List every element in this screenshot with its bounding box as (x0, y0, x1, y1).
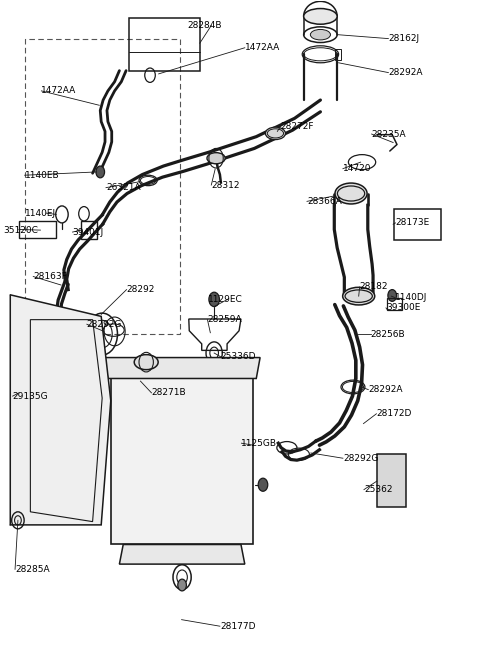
Circle shape (388, 290, 396, 301)
Text: 28292G: 28292G (87, 320, 122, 329)
Bar (19, 221, 56, 238)
Text: 28292G: 28292G (343, 454, 378, 462)
Circle shape (96, 166, 105, 178)
Text: 28172D: 28172D (376, 409, 412, 419)
Text: 29135G: 29135G (12, 392, 48, 401)
Text: 28182: 28182 (360, 282, 388, 291)
Text: 1140DJ: 1140DJ (395, 293, 427, 302)
Text: 28162J: 28162J (388, 34, 420, 43)
Text: 28256B: 28256B (371, 329, 405, 339)
Bar (129, 18, 200, 71)
Text: 28173E: 28173E (396, 218, 430, 227)
Polygon shape (10, 295, 111, 525)
Bar (111, 379, 253, 544)
Bar (81, 221, 97, 239)
Text: 14720: 14720 (343, 164, 372, 173)
Text: 39300E: 39300E (386, 303, 420, 312)
Text: 1140EB: 1140EB (24, 171, 59, 179)
Text: 39401J: 39401J (72, 227, 104, 236)
Text: 26321A: 26321A (106, 183, 141, 192)
Text: 28271B: 28271B (152, 388, 186, 398)
Text: 28235A: 28235A (372, 130, 406, 138)
Text: 28292: 28292 (127, 285, 155, 294)
Ellipse shape (343, 288, 375, 305)
Text: 28177D: 28177D (220, 622, 255, 631)
Text: 1140EJ: 1140EJ (24, 209, 56, 217)
Ellipse shape (207, 153, 225, 164)
Text: 28284B: 28284B (187, 21, 222, 30)
Circle shape (178, 579, 186, 591)
Text: 25336D: 25336D (221, 352, 256, 362)
Ellipse shape (265, 127, 286, 140)
Bar (335, 49, 341, 60)
Text: 28272F: 28272F (281, 122, 314, 131)
Text: 1472AA: 1472AA (245, 43, 280, 52)
Bar (24, 39, 180, 334)
Text: 28259A: 28259A (207, 315, 242, 324)
Ellipse shape (304, 9, 337, 24)
Polygon shape (104, 358, 260, 379)
Text: 28366A: 28366A (307, 197, 342, 206)
Circle shape (258, 478, 268, 491)
Text: 1472AA: 1472AA (41, 86, 77, 96)
Text: 28163F: 28163F (33, 272, 67, 281)
Ellipse shape (134, 354, 158, 369)
Polygon shape (120, 544, 245, 564)
Text: 28292A: 28292A (388, 68, 423, 77)
Text: 28292A: 28292A (368, 385, 403, 394)
Bar (377, 455, 406, 506)
Text: 35120C: 35120C (3, 225, 38, 234)
Text: 25362: 25362 (364, 485, 393, 494)
Text: 28312: 28312 (211, 181, 240, 189)
Bar (387, 298, 402, 310)
Ellipse shape (335, 183, 367, 204)
Text: 1129EC: 1129EC (207, 295, 242, 304)
Circle shape (209, 292, 219, 307)
Text: 28285A: 28285A (15, 565, 49, 574)
Bar (394, 208, 441, 240)
Text: 1125GB: 1125GB (241, 439, 277, 447)
Ellipse shape (311, 29, 330, 40)
